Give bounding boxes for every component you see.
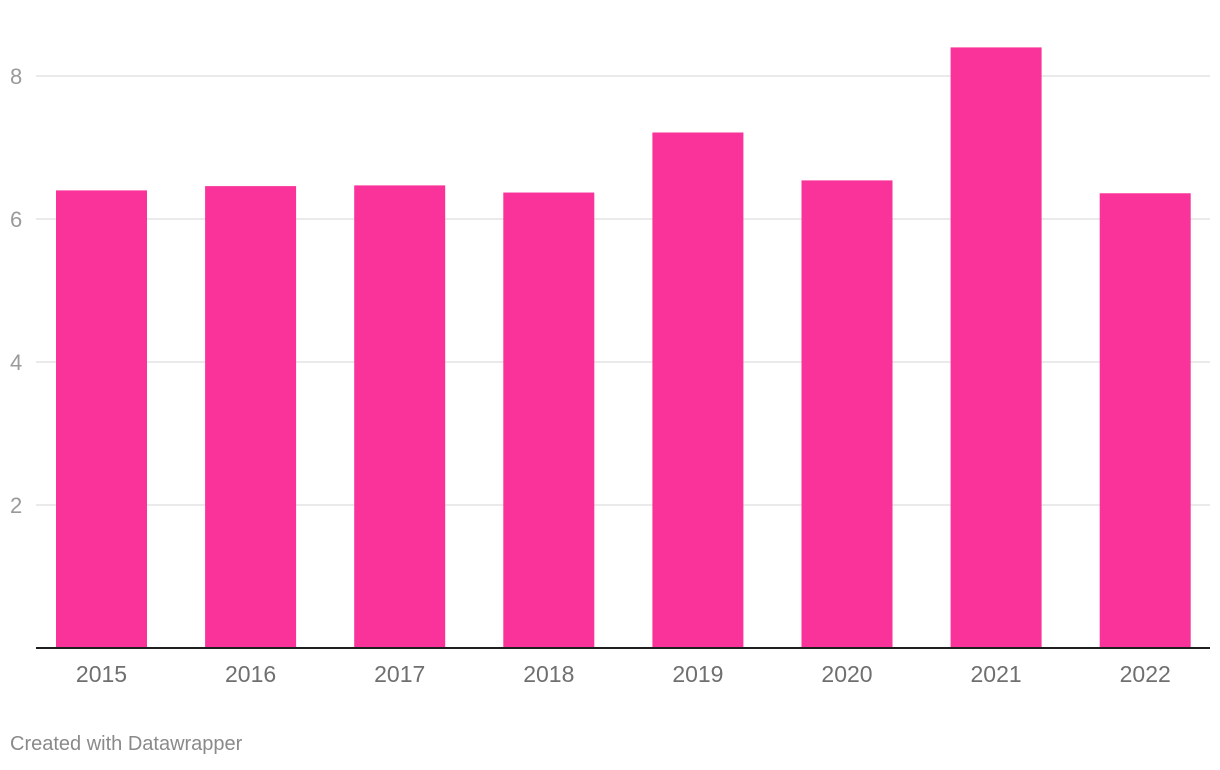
chart-svg: 2 4 6 8 2015 2016 2017 2018 2019 2020 2021 2022 bbox=[10, 47, 1210, 687]
x-tick-label: 2020 bbox=[821, 661, 872, 687]
bar-2020[interactable] bbox=[801, 180, 893, 648]
x-tick-label: 2021 bbox=[971, 661, 1022, 687]
y-tick-label: 6 bbox=[10, 207, 22, 232]
x-tick-label: 2015 bbox=[76, 661, 127, 687]
y-tick-label: 2 bbox=[10, 493, 22, 518]
x-tick-label: 2018 bbox=[523, 661, 574, 687]
y-tick-label: 4 bbox=[10, 350, 22, 375]
x-tick-label: 2022 bbox=[1120, 661, 1171, 687]
bar-2016[interactable] bbox=[205, 186, 297, 649]
bar-2018[interactable] bbox=[503, 192, 595, 649]
x-tick-label: 2016 bbox=[225, 661, 276, 687]
y-tick-label: 8 bbox=[10, 64, 22, 89]
bar-2022[interactable] bbox=[1099, 193, 1191, 648]
datawrapper-credit[interactable]: Created with Datawrapper bbox=[10, 733, 243, 755]
bar-2021[interactable] bbox=[950, 47, 1042, 648]
bar-2015[interactable] bbox=[56, 190, 147, 648]
bar-2019[interactable] bbox=[652, 132, 744, 649]
x-tick-label: 2019 bbox=[672, 661, 723, 687]
x-tick-label: 2017 bbox=[374, 661, 425, 687]
bar-2017[interactable] bbox=[354, 185, 446, 648]
